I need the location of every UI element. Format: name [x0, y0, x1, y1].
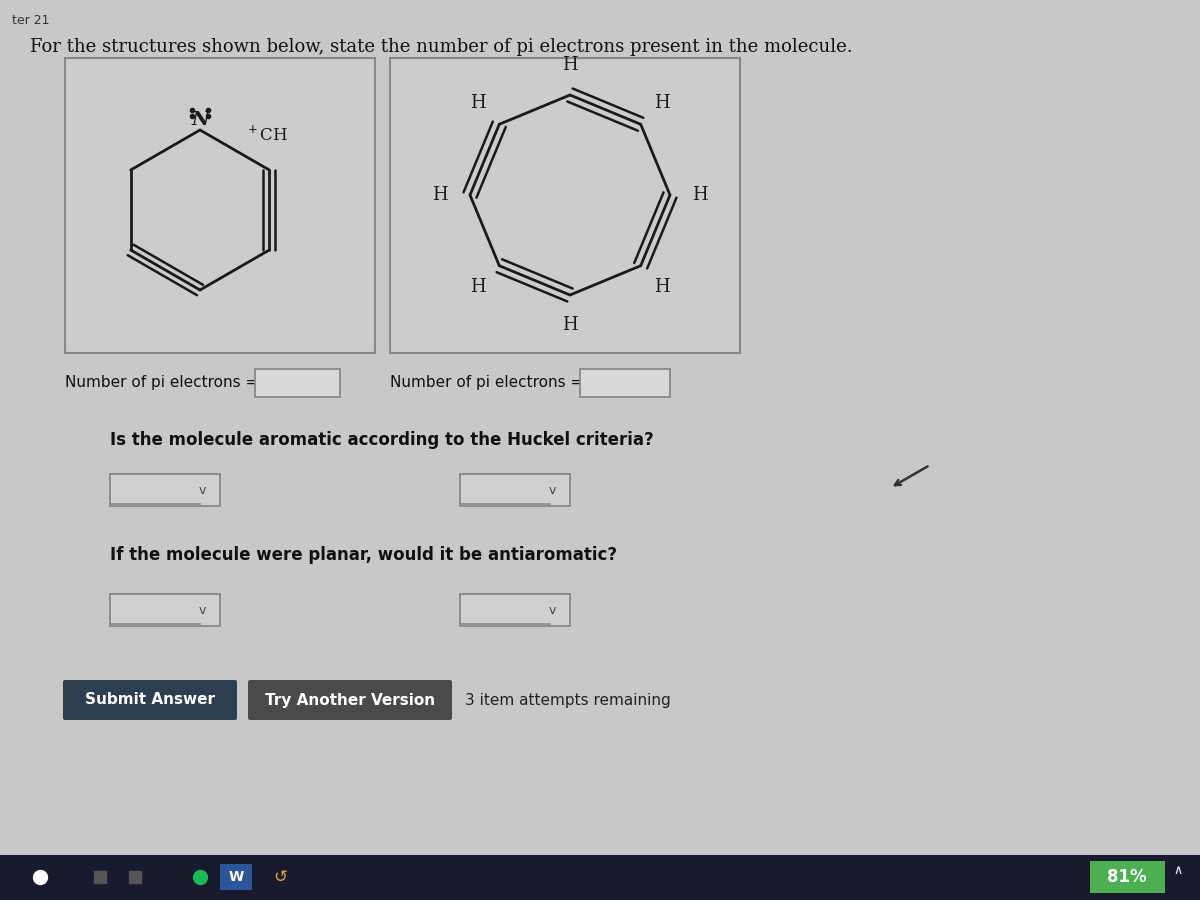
Bar [390, 58, 740, 353]
Text: v: v [548, 604, 556, 617]
Text: Is the molecule aromatic according to the Huckel criteria?: Is the molecule aromatic according to th… [110, 431, 654, 449]
Bar [0, 855, 1200, 900]
Bar [460, 594, 570, 626]
Text: H: H [562, 316, 578, 334]
Bar [256, 369, 340, 397]
Text: H: H [470, 278, 486, 296]
Bar [220, 864, 252, 890]
Text: v: v [198, 483, 205, 497]
Text: H: H [692, 186, 708, 204]
Text: v: v [198, 604, 205, 617]
Text: Submit Answer: Submit Answer [85, 692, 215, 707]
Text: H: H [654, 278, 670, 296]
FancyBboxPatch shape [248, 680, 452, 720]
Text: H: H [432, 186, 448, 204]
Bar [580, 369, 670, 397]
Bar [1090, 861, 1165, 893]
Text: ↺: ↺ [274, 868, 287, 886]
Bar [460, 474, 570, 506]
Text: For the structures shown below, state the number of pi electrons present in the : For the structures shown below, state th… [30, 38, 853, 56]
Text: v: v [548, 483, 556, 497]
Text: 3 item attempts remaining: 3 item attempts remaining [466, 692, 671, 707]
Bar [110, 474, 220, 506]
Text: Number of pi electrons =: Number of pi electrons = [65, 375, 258, 391]
Text: H: H [654, 94, 670, 112]
Text: W: W [228, 870, 244, 884]
Text: H: H [470, 94, 486, 112]
Text: N: N [191, 111, 209, 129]
Text: $^+$CH: $^+$CH [245, 125, 288, 145]
Text: If the molecule were planar, would it be antiaromatic?: If the molecule were planar, would it be… [110, 546, 617, 564]
Text: Number of pi electrons =: Number of pi electrons = [390, 375, 583, 391]
Bar [65, 58, 374, 353]
Text: ter 21: ter 21 [12, 14, 49, 27]
Text: Try Another Version: Try Another Version [265, 692, 436, 707]
Bar [110, 594, 220, 626]
Text: ∧: ∧ [1174, 863, 1182, 877]
Text: 81%: 81% [1108, 868, 1147, 886]
Text: H: H [562, 56, 578, 74]
FancyBboxPatch shape [64, 680, 238, 720]
